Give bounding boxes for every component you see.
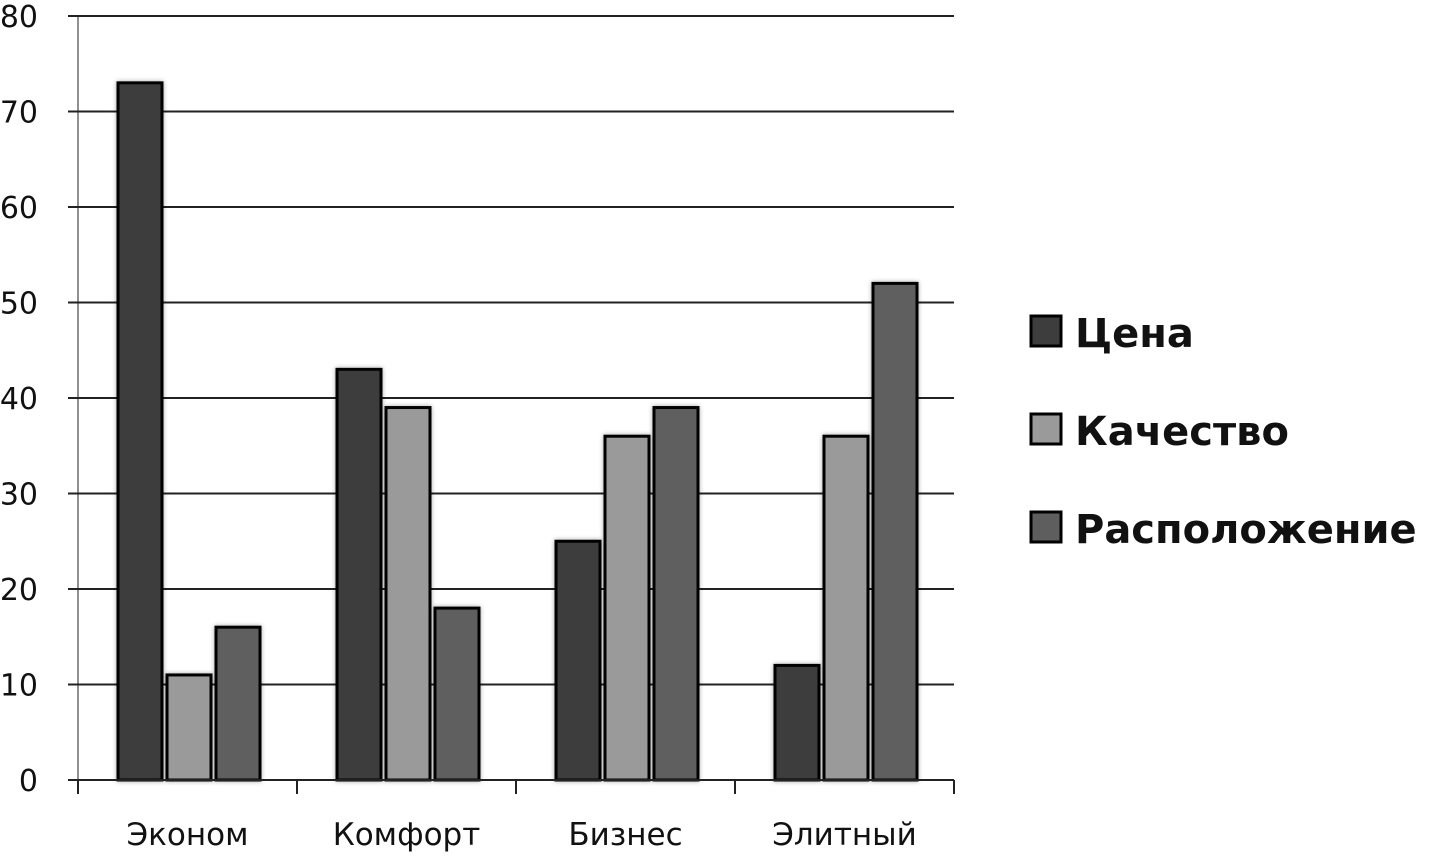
bar-Цена	[335, 367, 383, 782]
x-category-label: Комфорт	[333, 817, 481, 853]
y-tick-label: 60	[0, 191, 38, 226]
y-tick-label: 20	[0, 573, 38, 608]
bar-Расположение	[652, 406, 700, 782]
bar-Расположение	[433, 606, 481, 782]
y-tick-label: 80	[0, 0, 38, 35]
bar-Качество	[822, 434, 870, 782]
x-axis: Эконом Комфорт Бизнес Элитный	[77, 779, 955, 853]
y-tick-label: 40	[0, 382, 38, 417]
y-tick-label: 50	[0, 287, 38, 322]
bar-Цена	[773, 663, 821, 782]
bar-Расположение	[871, 281, 919, 782]
legend-swatch-icon	[1029, 314, 1063, 348]
y-tick-label: 0	[19, 764, 38, 799]
y-tick-label: 30	[0, 478, 38, 513]
legend: Цена Качество Расположение	[1029, 311, 1417, 553]
y-axis-ticks: 0 10 20 30 40 50 60 70 80	[0, 0, 38, 799]
bar-Качество	[384, 406, 432, 782]
legend-label: Расположение	[1075, 507, 1417, 553]
x-category-label: Бизнес	[568, 817, 682, 853]
legend-swatch-icon	[1029, 412, 1063, 446]
bar-Цена	[116, 81, 164, 782]
y-tick-label: 70	[0, 96, 38, 131]
y-tick-label: 10	[0, 669, 38, 704]
x-category-label: Элитный	[772, 817, 917, 853]
bar-Качество	[165, 673, 213, 782]
bar-Цена	[554, 539, 602, 782]
legend-label: Качество	[1075, 409, 1289, 455]
gridlines	[68, 15, 954, 781]
bar-Качество	[603, 434, 651, 782]
legend-label: Цена	[1075, 311, 1194, 357]
bar-Расположение	[214, 625, 262, 782]
legend-swatch-icon	[1029, 510, 1063, 544]
x-category-label: Эконом	[127, 817, 249, 853]
bars	[116, 81, 919, 782]
